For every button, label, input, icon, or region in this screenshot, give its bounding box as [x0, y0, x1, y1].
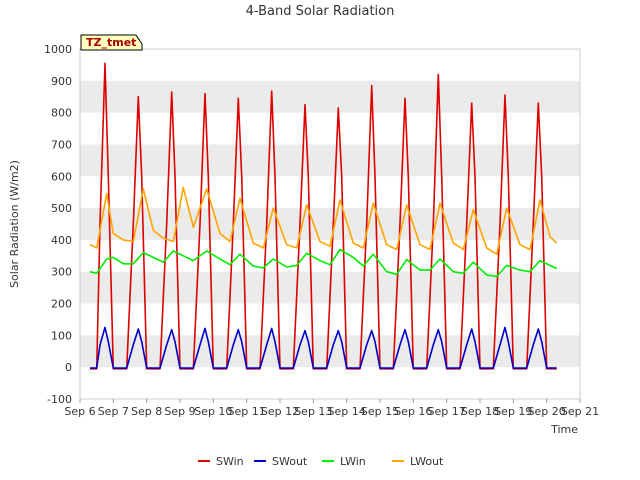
x-tick-label: Sep 7 [98, 405, 129, 418]
y-tick-label: -100 [47, 393, 72, 406]
annotation-label: TZ_tmet [86, 36, 136, 49]
series-lines [89, 62, 558, 370]
x-tick-label: Sep 13 [294, 405, 332, 418]
y-tick-label: 300 [51, 266, 72, 279]
y-tick-label: 800 [51, 107, 72, 120]
chart-title: 4-Band Solar Radiation [246, 4, 395, 19]
plot-area [79, 48, 581, 400]
y-tick-label: 100 [51, 329, 72, 342]
x-axis-label: Time [550, 423, 578, 436]
grid-band [80, 80, 580, 113]
x-tick-label: Sep 14 [328, 405, 366, 418]
y-axis: -100 0 100 200 300 400 500 600 700 800 900 1000 [44, 43, 72, 406]
x-tick-label: Sep 8 [131, 405, 162, 418]
x-tick-label: Sep 10 [194, 405, 232, 418]
y-tick-label: 900 [51, 75, 72, 88]
grid-band [80, 144, 580, 177]
x-tick-label: Sep 18 [461, 405, 499, 418]
legend-item-swout: SWout [272, 455, 308, 468]
x-tick-label: Sep 21 [561, 405, 599, 418]
x-tick-label: Sep 20 [528, 405, 566, 418]
x-tick-label: Sep 17 [428, 405, 466, 418]
series-swout-line [90, 326, 557, 369]
legend: SWin SWout LWin LWout [198, 455, 444, 468]
y-tick-label: 400 [51, 234, 72, 247]
grid-band [80, 208, 580, 240]
y-tick-label: 600 [51, 170, 72, 183]
x-tick-label: Sep 19 [494, 405, 532, 418]
x-tick-label: Sep 11 [228, 405, 266, 418]
grid-band [80, 335, 580, 368]
y-tick-label: 700 [51, 138, 72, 151]
series-lwout-line [89, 186, 558, 255]
grid-bands [80, 80, 580, 368]
y-tick-label: 0 [65, 361, 72, 374]
legend-item-lwin: LWin [340, 455, 366, 468]
x-tick-label: Sep 6 [64, 405, 95, 418]
x-tick-label: Sep 16 [394, 405, 432, 418]
x-tick-label: Sep 9 [164, 405, 195, 418]
legend-item-swin: SWin [216, 455, 244, 468]
series-lwin-line [89, 248, 558, 278]
x-tick-label: Sep 12 [261, 405, 299, 418]
legend-item-lwout: LWout [410, 455, 444, 468]
y-tick-label: 200 [51, 298, 72, 311]
y-axis-label: Solar Radiation (W/m2) [8, 160, 21, 288]
annotation-tag: TZ_tmet [80, 34, 143, 51]
x-tick-label: Sep 15 [361, 405, 399, 418]
y-tick-label: 500 [51, 202, 72, 215]
y-tick-label: 1000 [44, 43, 72, 56]
